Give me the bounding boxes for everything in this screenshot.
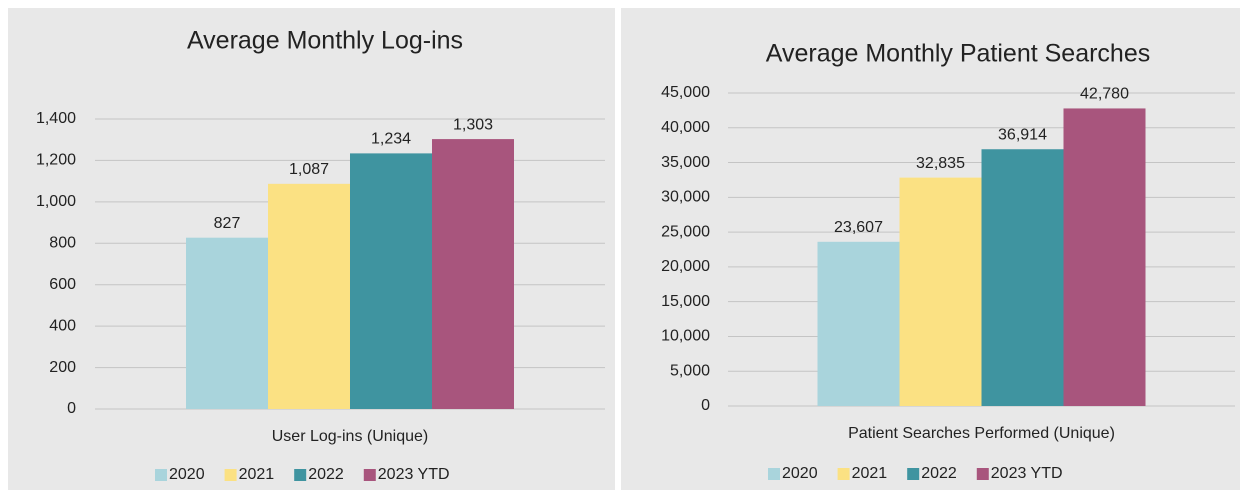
- legend-label: 2023 YTD: [991, 465, 1063, 482]
- y-tick-label: 600: [49, 276, 76, 293]
- y-tick-label: 35,000: [661, 154, 710, 171]
- bar: [350, 153, 432, 409]
- y-tick-label: 25,000: [661, 223, 710, 240]
- value-label: 1,303: [453, 116, 493, 133]
- y-tick-label: 200: [49, 359, 76, 376]
- legend-swatch: [224, 469, 237, 481]
- bar: [186, 237, 268, 409]
- legend-swatch: [907, 468, 920, 480]
- value-label: 827: [214, 215, 241, 232]
- legend-swatch: [155, 469, 167, 481]
- y-tick-label: 20,000: [661, 258, 710, 275]
- y-tick-label: 40,000: [661, 119, 710, 136]
- value-label: 36,914: [998, 126, 1047, 143]
- y-tick-label: 1,200: [36, 152, 76, 169]
- legend-swatch: [976, 468, 989, 480]
- legend-label: 2022: [308, 466, 344, 483]
- legend-label: 2021: [852, 465, 888, 482]
- y-tick-label: 1,000: [36, 193, 76, 210]
- bar: [981, 149, 1064, 406]
- y-tick-label: 0: [67, 400, 76, 417]
- y-tick-label: 400: [49, 317, 76, 334]
- legend-swatch: [768, 468, 780, 480]
- legend-swatch: [363, 469, 376, 481]
- y-tick-label: 10,000: [661, 328, 710, 345]
- bar: [268, 183, 350, 409]
- chart-title: Average Monthly Patient Searches: [766, 40, 1151, 68]
- y-tick-label: 30,000: [661, 189, 710, 206]
- legend-label: 2022: [921, 465, 957, 482]
- bar: [817, 241, 900, 406]
- y-tick-label: 5,000: [670, 362, 710, 379]
- legend-swatch: [294, 469, 307, 481]
- y-tick-label: 15,000: [661, 293, 710, 310]
- chart-title: Average Monthly Log-ins: [187, 27, 463, 55]
- legend-label: 2020: [169, 466, 205, 483]
- y-tick-label: 1,400: [36, 110, 76, 127]
- bar: [1063, 108, 1146, 406]
- y-tick-label: 0: [701, 397, 710, 414]
- legend-label: 2023 YTD: [378, 466, 450, 483]
- x-category-label: User Log-ins (Unique): [272, 428, 429, 445]
- legend-swatch: [837, 468, 850, 480]
- value-label: 1,234: [371, 131, 411, 148]
- value-label: 32,835: [916, 155, 965, 172]
- y-tick-label: 800: [49, 235, 76, 252]
- value-label: 23,607: [834, 219, 883, 236]
- bar: [899, 177, 982, 406]
- legend-label: 2021: [239, 466, 275, 483]
- legend-label: 2020: [782, 465, 818, 482]
- value-label: 1,087: [289, 161, 329, 178]
- value-label: 42,780: [1080, 86, 1129, 103]
- bar: [432, 139, 514, 410]
- y-tick-label: 45,000: [661, 84, 710, 101]
- x-category-label: Patient Searches Performed (Unique): [848, 425, 1115, 442]
